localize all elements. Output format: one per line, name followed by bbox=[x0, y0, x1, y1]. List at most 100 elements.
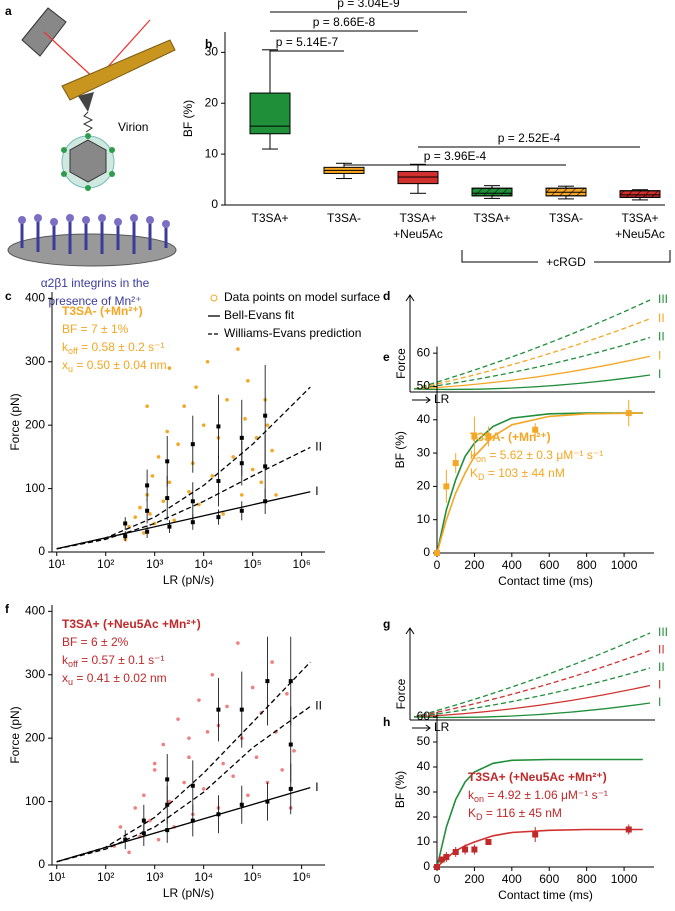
mean-marker bbox=[216, 707, 221, 712]
y-tick-label: 20 bbox=[417, 809, 431, 823]
p-value: p = 2.52E-4 bbox=[498, 131, 561, 145]
annotation: T3SA+ (+Neu5Ac +Mn²⁺) bbox=[62, 617, 201, 631]
data-point bbox=[138, 505, 142, 510]
data-point bbox=[471, 433, 478, 440]
data-point bbox=[167, 480, 172, 485]
mean-marker bbox=[145, 483, 150, 488]
fit-line bbox=[56, 446, 311, 550]
annotation: koff = 0.58 ± 0.2 s⁻¹ bbox=[62, 340, 164, 356]
laser bbox=[43, 31, 97, 81]
y-tick-label: 200 bbox=[25, 730, 45, 744]
mean-marker bbox=[263, 413, 268, 418]
data-point bbox=[176, 717, 180, 721]
fit-curve bbox=[436, 412, 643, 554]
y-tick-label: 400 bbox=[25, 604, 45, 618]
panel-letter: c bbox=[5, 289, 12, 303]
data-point bbox=[150, 474, 155, 478]
y-axis-label: Force bbox=[394, 678, 408, 709]
data-point bbox=[485, 433, 492, 440]
y-tick-label: 0 bbox=[211, 197, 218, 211]
y-axis-label: Force (pN) bbox=[8, 393, 22, 450]
data-point bbox=[187, 736, 191, 740]
data-point bbox=[176, 442, 180, 446]
data-point bbox=[221, 761, 225, 766]
annotation-rest: = 116 ± 45 nM bbox=[483, 806, 562, 820]
x-tick-label: 10³ bbox=[146, 870, 163, 884]
annotation-symbol: K bbox=[470, 466, 478, 480]
linker bbox=[82, 111, 94, 133]
mean-marker bbox=[165, 459, 170, 464]
data-point bbox=[197, 698, 201, 702]
x-tick-label: 0 bbox=[434, 872, 441, 886]
y-tick-label: 0 bbox=[38, 544, 45, 558]
x-tick-label: 800 bbox=[577, 558, 597, 572]
annotation-rest: = 0.41 ± 0.02 nm bbox=[73, 671, 167, 685]
y-axis-label: Force (pN) bbox=[8, 706, 22, 763]
x-tick-label: 10⁴ bbox=[194, 557, 213, 571]
integrins bbox=[20, 220, 168, 254]
data-point bbox=[462, 846, 469, 853]
panel-letter: e bbox=[383, 350, 390, 364]
x-tick-label: 10² bbox=[97, 557, 114, 571]
box bbox=[249, 92, 291, 135]
schematic-curve bbox=[413, 318, 651, 390]
data-point bbox=[194, 385, 198, 389]
afm-diagram: a Virion α2β1 integrins in the presence … bbox=[5, 4, 177, 308]
annotation: koff = 0.57 ± 0.1 s⁻¹ bbox=[62, 653, 164, 669]
y-tick-label: 300 bbox=[25, 354, 45, 368]
data-point bbox=[265, 423, 270, 427]
annotation: xu = 0.41 ± 0.02 nm bbox=[62, 671, 167, 687]
annotation: KD = 103 ± 44 nM bbox=[470, 466, 565, 482]
data-point bbox=[250, 685, 255, 690]
x-tick-label: 10² bbox=[97, 870, 114, 884]
data-point bbox=[182, 780, 186, 785]
schematic-curve bbox=[413, 702, 651, 719]
data-point bbox=[438, 856, 445, 863]
data-point bbox=[236, 641, 240, 645]
data-point bbox=[156, 455, 161, 459]
data-point bbox=[452, 849, 459, 855]
x-tick-label: 10¹ bbox=[48, 557, 65, 571]
schematic-curve bbox=[413, 649, 651, 718]
data-point bbox=[152, 761, 157, 766]
x-tick-label: T3SA+ bbox=[473, 211, 510, 225]
mean-marker bbox=[123, 837, 128, 842]
y-tick-label: 100 bbox=[25, 481, 45, 495]
x-axis-label: Contact time (ms) bbox=[498, 888, 593, 902]
data-point bbox=[236, 347, 240, 351]
annotation-rest: = 0.50 ± 0.04 nm bbox=[73, 358, 167, 372]
data-point bbox=[205, 359, 210, 364]
x-tick-label: 1000 bbox=[611, 872, 638, 886]
annotation: T3SA- (+Mn²⁺) bbox=[470, 430, 551, 444]
x-tick-label: 200 bbox=[464, 872, 484, 886]
schematic-curve bbox=[413, 336, 651, 390]
y-tick-label: 200 bbox=[25, 417, 45, 431]
curve-label: II bbox=[658, 660, 665, 674]
x-tick-label: 200 bbox=[464, 558, 484, 572]
annotation-rest: = 5.62 ± 0.3 μM⁻¹ s⁻¹ bbox=[486, 448, 603, 462]
annotation-rest: = 4.92 ± 1.06 μM⁻¹ s⁻¹ bbox=[484, 788, 608, 802]
schematic-curve bbox=[413, 684, 651, 718]
mean-marker bbox=[216, 424, 221, 429]
mean-marker bbox=[167, 524, 172, 529]
data-point bbox=[152, 768, 157, 772]
y-tick-label: 40 bbox=[417, 412, 431, 426]
data-point bbox=[243, 417, 247, 421]
schematic-curve bbox=[413, 374, 651, 391]
annotation: kon = 4.92 ± 1.06 μM⁻¹ s⁻¹ bbox=[468, 788, 608, 804]
panel-letter: b bbox=[205, 37, 212, 51]
mean-marker bbox=[288, 679, 293, 684]
y-tick-label: 30 bbox=[417, 445, 431, 459]
annotation-symbol: k bbox=[62, 653, 69, 667]
annotation-symbol: x bbox=[62, 358, 68, 372]
x-tick-label: 10⁶ bbox=[292, 870, 310, 884]
annotation-symbol: x bbox=[62, 671, 68, 685]
x-tick-label: +Neu5Ac bbox=[393, 227, 443, 241]
annotation: xu = 0.50 ± 0.04 nm bbox=[62, 358, 167, 374]
data-point bbox=[145, 404, 149, 408]
data-point bbox=[434, 864, 440, 870]
data-point bbox=[443, 483, 450, 490]
y-tick-label: 30 bbox=[417, 784, 431, 798]
annotation: kon = 5.62 ± 0.3 μM⁻¹ s⁻¹ bbox=[470, 448, 603, 464]
